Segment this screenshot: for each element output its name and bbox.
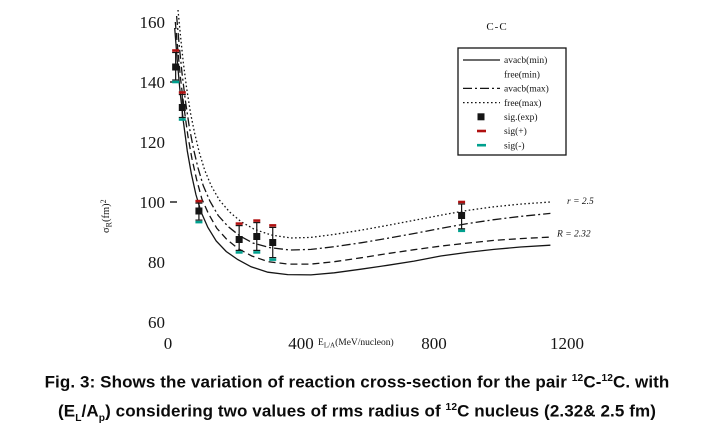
data-point-square (172, 63, 180, 71)
legend-entry-label: free(min) (504, 69, 540, 80)
x-axis-label: EL/A(MeV/nucleon) (318, 337, 394, 350)
caption-line-1: Fig. 3: Shows the variation of reaction … (44, 372, 670, 392)
legend-entry-label: avacb(min) (504, 55, 547, 66)
legend-entry-avacbmin: avacb(min) (463, 55, 547, 66)
curve-freemin (174, 21, 551, 265)
curve-avacbmin (174, 27, 551, 276)
legend-entry-label: sig.(exp) (504, 112, 538, 123)
legend-box (457, 47, 567, 156)
legend-entry-label: free(max) (504, 98, 541, 109)
x-tick-label: 400 (288, 334, 314, 353)
legend-entry-label: avacb(max) (504, 84, 549, 95)
x-tick-label: 0 (164, 334, 173, 353)
legend-entry-sigexp: sig.(exp) (477, 112, 538, 123)
data-point-square (195, 207, 203, 215)
data-point-square (269, 239, 277, 246)
y-tick-label: 80 (148, 253, 165, 272)
legend-sample-square (477, 113, 485, 121)
y-tick-label: 120 (140, 133, 166, 152)
legend-entry-freemin: free(min) (504, 69, 540, 80)
data-point-group (253, 219, 261, 254)
data-point-group (269, 224, 277, 261)
data-point-group (458, 200, 466, 233)
x-tick-label: 800 (421, 334, 447, 353)
chart-canvas: 160 140 120 100 80 60 0 400 800 1200 EL/A(MeV/nucl… (99, 9, 594, 353)
curve-avacbmax (175, 15, 551, 251)
data-point-square (458, 212, 466, 219)
curve-annotation: R = 2.32 (556, 230, 591, 240)
data-point-square (178, 104, 186, 111)
figure-caption: Fig. 3: Shows the variation of reaction … (0, 366, 714, 431)
chart-figure: 160 140 120 100 80 60 0 400 800 1200 EL/A(MeV/nucl… (99, 9, 594, 353)
legend-entry-freemax: free(max) (463, 98, 541, 109)
legend-title: C-C (486, 21, 507, 33)
y-tick-label: 100 (140, 193, 166, 212)
x-tick-label: 1200 (550, 334, 584, 353)
data-point-square (253, 233, 261, 240)
legend-entry-label: sig(+) (504, 126, 527, 137)
y-axis-label: σR(fm)2 (99, 199, 114, 233)
y-tick-label: 160 (140, 13, 166, 32)
legend-entry-sig: sig(+) (477, 126, 527, 137)
legend-entry-sig: sig(-) (477, 140, 525, 151)
curve-freemax (177, 9, 551, 239)
legend-entry-label: sig(-) (504, 140, 525, 151)
curve-annotation: r = 2.5 (567, 197, 594, 207)
caption-line-2: (EL/Ap) considering two values of rms ra… (58, 401, 656, 424)
data-point-square (235, 236, 243, 243)
data-point-group (235, 222, 243, 254)
data-point-group (195, 199, 203, 224)
y-tick-label: 140 (140, 73, 166, 92)
data-point-group (178, 91, 186, 121)
y-tick-label: 60 (148, 313, 165, 332)
legend-entry-avacbmax: avacb(max) (463, 84, 549, 95)
data-point-group (172, 49, 180, 84)
